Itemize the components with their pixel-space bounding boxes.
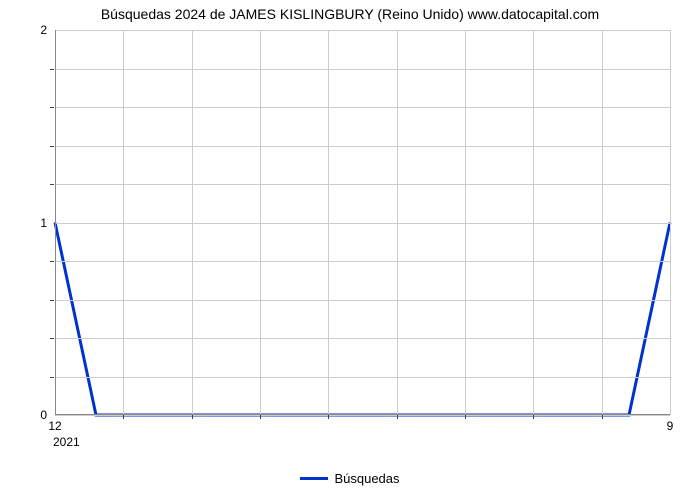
grid-line: [55, 69, 670, 70]
x-axis: [55, 414, 670, 415]
x-minor-tick: [602, 415, 603, 419]
chart-title: Búsquedas 2024 de JAMES KISLINGBURY (Rei…: [0, 6, 700, 22]
chart-container: { "chart": { "type": "line", "title": "B…: [0, 0, 700, 500]
grid-line: [55, 184, 670, 185]
grid-line: [55, 107, 670, 108]
y-tick-label: 0: [40, 408, 47, 422]
y-tick-label: 2: [40, 23, 47, 37]
x-minor-tick: [328, 415, 329, 419]
y-minor-tick: [50, 300, 54, 301]
grid-line: [670, 30, 671, 415]
x-minor-tick: [533, 415, 534, 419]
y-minor-tick: [50, 146, 54, 147]
y-minor-tick: [50, 69, 54, 70]
y-minor-tick: [50, 338, 54, 339]
x-minor-tick: [260, 415, 261, 419]
x-tick-label: 9: [667, 419, 674, 433]
y-minor-tick: [50, 107, 54, 108]
x-minor-tick: [397, 415, 398, 419]
grid-line: [55, 300, 670, 301]
grid-line: [55, 223, 670, 224]
x-minor-tick: [123, 415, 124, 419]
x-minor-tick: [192, 415, 193, 419]
x-minor-tick: [465, 415, 466, 419]
y-axis: [55, 30, 56, 415]
y-minor-tick: [50, 261, 54, 262]
legend-label: Búsquedas: [334, 471, 399, 486]
y-tick-label: 1: [40, 216, 47, 230]
y-minor-tick: [50, 377, 54, 378]
grid-line: [55, 146, 670, 147]
grid-line: [55, 338, 670, 339]
grid-line: [55, 30, 670, 31]
grid-line: [55, 261, 670, 262]
legend-swatch: [300, 477, 328, 480]
y-minor-tick: [50, 184, 54, 185]
year-label: 2021: [53, 435, 80, 449]
grid-line: [55, 377, 670, 378]
x-tick-label: 12: [48, 419, 61, 433]
grid-line: [55, 415, 670, 416]
plot-area: 012129: [55, 30, 670, 415]
legend: Búsquedas: [0, 470, 700, 486]
